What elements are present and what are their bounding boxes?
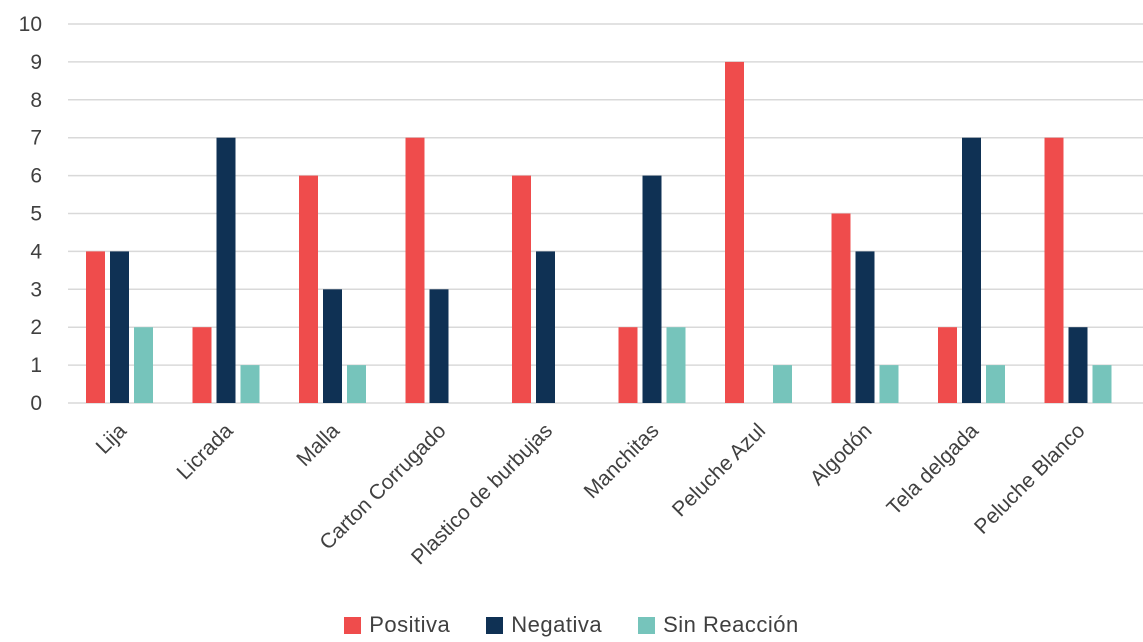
bar-positiva-7 <box>831 213 851 403</box>
legend-item-negativa: Negativa <box>486 612 602 638</box>
y-tick-label: 9 <box>30 51 42 74</box>
x-category-label: Lija <box>92 419 132 459</box>
y-tick-label: 3 <box>30 278 42 301</box>
bar-positiva-0 <box>86 251 105 403</box>
y-tick-label: 8 <box>30 89 42 112</box>
y-tick-label: 5 <box>30 203 42 226</box>
y-tick-label: 2 <box>30 316 42 339</box>
bar-negativa-0 <box>110 251 129 403</box>
bar-negativa-5 <box>642 175 662 403</box>
bar-negativa-4 <box>536 251 555 403</box>
bar-negativa-8 <box>962 137 981 403</box>
bar-positiva-1 <box>192 327 212 403</box>
bar-negativa-7 <box>855 251 875 403</box>
y-tick-label: 4 <box>30 240 42 263</box>
x-category-label: Licrada <box>173 419 238 484</box>
bar-sin-reacci-n-9 <box>1092 365 1112 403</box>
y-tick-label: 6 <box>30 165 42 188</box>
x-category-label: Tela delgada <box>883 419 984 520</box>
bars <box>86 61 1112 404</box>
legend-label-sin-reaccion: Sin Reacción <box>663 612 799 637</box>
y-axis-ticks: 0 1 2 3 4 5 6 7 8 9 10 <box>19 13 43 415</box>
bar-negativa-3 <box>429 289 449 403</box>
bar-sin-reacci-n-8 <box>986 365 1005 403</box>
bar-positiva-8 <box>938 327 957 403</box>
legend-swatch-sin-reaccion <box>638 616 656 634</box>
legend-item-positiva: Positiva <box>344 612 450 638</box>
bar-negativa-1 <box>216 137 236 403</box>
bar-positiva-9 <box>1044 137 1064 403</box>
bar-positiva-5 <box>618 327 638 403</box>
bar-sin-reacci-n-2 <box>347 365 366 403</box>
x-category-label: Peluche Azul <box>668 419 770 521</box>
legend-label-positiva: Positiva <box>369 612 451 637</box>
legend-swatch-negativa <box>486 616 504 634</box>
x-category-label: Malla <box>292 419 344 471</box>
bar-sin-reacci-n-5 <box>666 327 686 403</box>
x-category-label: Peluche Blanco <box>970 419 1089 538</box>
bar-negativa-9 <box>1068 327 1088 403</box>
bar-positiva-4 <box>512 175 531 403</box>
y-tick-label: 7 <box>30 127 42 150</box>
x-category-label: Algodón <box>806 419 877 490</box>
x-category-label: Manchitas <box>580 419 664 503</box>
bar-positiva-3 <box>405 137 425 403</box>
bar-sin-reacci-n-6 <box>773 365 792 403</box>
bar-negativa-2 <box>323 289 342 403</box>
legend: Positiva Negativa Sin Reacción <box>0 612 1143 638</box>
y-tick-label: 0 <box>30 392 42 415</box>
bar-sin-reacci-n-0 <box>134 327 153 403</box>
bar-sin-reacci-n-7 <box>879 365 899 403</box>
legend-item-sin-reaccion: Sin Reacción <box>638 612 799 638</box>
bar-sin-reacci-n-1 <box>240 365 260 403</box>
bar-positiva-2 <box>299 175 318 403</box>
legend-label-negativa: Negativa <box>511 612 603 637</box>
bar-positiva-6 <box>725 61 744 404</box>
y-tick-label: 1 <box>30 354 42 377</box>
legend-swatch-positiva <box>344 616 362 634</box>
y-tick-label: 10 <box>19 13 42 36</box>
